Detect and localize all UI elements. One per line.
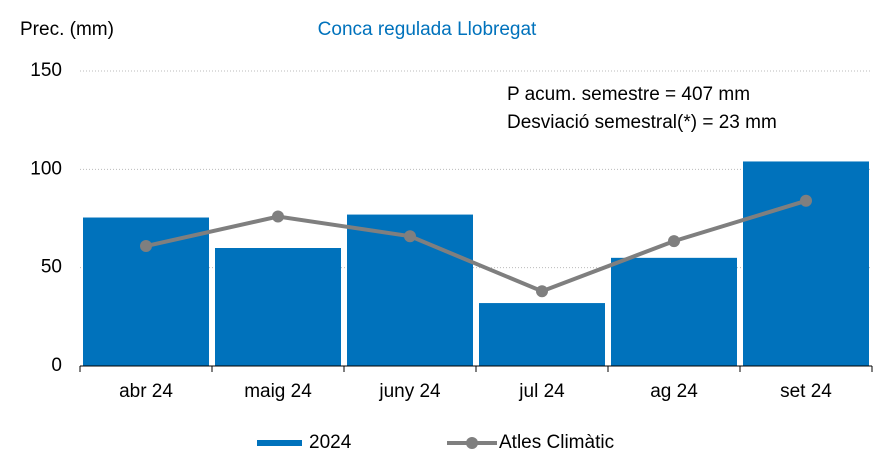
chart-title: Conca regulada Llobregat [318,19,537,40]
bar [611,257,737,366]
y-axis-label: Prec. (mm) [20,19,114,40]
x-tick-label: maig 24 [244,381,312,402]
y-tick-label: 50 [41,257,62,278]
legend-label: 2024 [309,432,352,453]
line-marker [140,240,152,253]
x-tick-label: ag 24 [650,381,698,402]
bar [743,161,869,366]
bar [215,248,341,366]
legend-label: Atles Climàtic [499,432,614,453]
line-marker [668,235,680,248]
legend-swatch [257,440,302,446]
y-tick-label: 100 [30,158,62,179]
x-tick-label: jul 24 [518,381,565,402]
line-marker [800,194,812,207]
line-marker [536,285,548,298]
legend-swatch [466,437,478,449]
annotation: Desviació semestral(*) = 23 mm [507,112,777,133]
line-marker [272,210,284,223]
bar [479,303,605,366]
y-tick-label: 0 [51,355,62,376]
line-marker [404,230,416,243]
annotation: P acum. semestre = 407 mm [507,84,750,105]
y-tick-label: 150 [30,60,62,81]
x-tick-label: juny 24 [378,381,441,402]
x-tick-label: abr 24 [119,381,173,402]
x-tick-label: set 24 [780,381,832,402]
line [145,198,807,294]
bar [83,217,209,366]
